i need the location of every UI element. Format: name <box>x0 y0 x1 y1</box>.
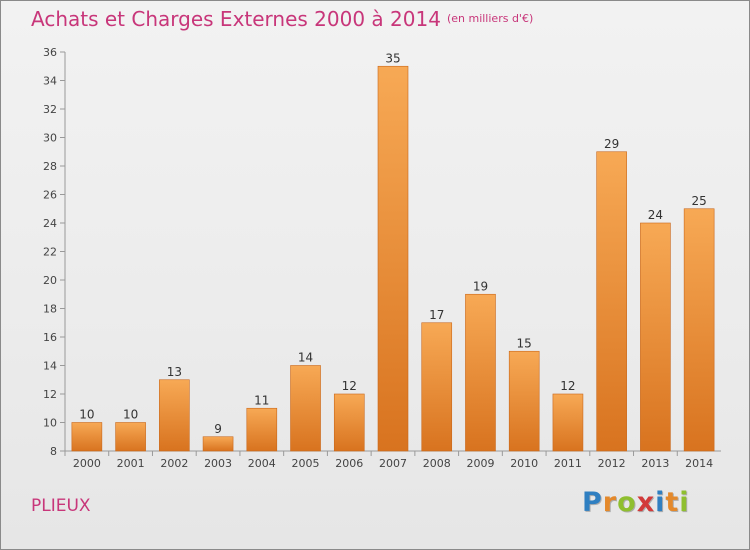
bar-2013[interactable] <box>640 222 671 452</box>
x-tick-label: 2004 <box>248 457 276 470</box>
data-labels: 10 10 13 9 11 14 12 35 17 19 15 12 29 24 25 <box>79 51 707 436</box>
data-label-2003: 9 <box>214 422 222 436</box>
y-tick-label: 28 <box>43 160 57 173</box>
chart-subtitle: (en milliers d'€) <box>446 12 534 25</box>
data-label-2001: 10 <box>123 408 138 422</box>
bar-2011[interactable] <box>552 393 584 452</box>
bar-2012[interactable] <box>596 151 627 452</box>
y-tick-label: 34 <box>43 75 57 88</box>
data-label-2007: 35 <box>385 51 400 65</box>
y-tick-label: 18 <box>43 303 57 316</box>
x-tick-label: 2008 <box>423 457 451 470</box>
brand-letter: o <box>617 487 637 518</box>
y-tick-label: 36 <box>43 46 57 59</box>
data-label-2000: 10 <box>79 408 94 422</box>
data-label-2005: 14 <box>298 351 313 365</box>
y-tick-label: 24 <box>43 217 57 230</box>
x-tick-label: 2011 <box>554 457 582 470</box>
bar-2007[interactable] <box>377 65 409 452</box>
bar-2005[interactable] <box>290 365 321 452</box>
bar-2009[interactable] <box>465 293 496 452</box>
chart-title-text: Achats et Charges Externes 2000 à 2014 <box>31 7 441 31</box>
brand-letter: i <box>679 487 690 518</box>
bar-2004[interactable] <box>246 407 278 452</box>
bars <box>71 65 715 452</box>
y-tick-label: 20 <box>43 274 57 287</box>
x-tick-label: 2002 <box>160 457 188 470</box>
y-tick-label: 8 <box>50 445 57 458</box>
data-label-2006: 12 <box>342 379 357 393</box>
y-tick-label: 10 <box>43 417 57 430</box>
bar-2002[interactable] <box>159 379 190 452</box>
bar-2010[interactable] <box>508 350 540 452</box>
y-tick-label: 32 <box>43 103 57 116</box>
x-tick-label: 2006 <box>335 457 363 470</box>
data-label-2008: 17 <box>429 308 444 322</box>
brand-letter: r <box>602 487 618 518</box>
bar-2000[interactable] <box>71 422 103 452</box>
x-tick-label: 2007 <box>379 457 407 470</box>
brand-letter: t <box>665 487 680 518</box>
bar-2003[interactable] <box>202 436 234 452</box>
commune-name: PLIEUX <box>31 496 91 516</box>
bar-2014[interactable] <box>683 208 715 452</box>
brand-letter: x <box>636 487 656 518</box>
x-tick-label: 2003 <box>204 457 232 470</box>
y-axis: 8 10 12 14 16 18 20 22 24 26 28 30 32 34 36 <box>43 46 66 458</box>
x-axis: 2000 2001 2002 2003 2004 2005 2006 2007 2008 2009… <box>64 450 721 470</box>
data-label-2009: 19 <box>473 279 488 293</box>
brand-logo[interactable]: Proxiti <box>582 487 690 518</box>
chart-title: Achats et Charges Externes 2000 à 2014 (e… <box>31 7 533 31</box>
bar-2001[interactable] <box>115 422 146 452</box>
bar-2006[interactable] <box>333 393 365 452</box>
brand-letter: i <box>655 487 666 518</box>
data-label-2010: 15 <box>517 336 532 350</box>
x-tick-label: 2009 <box>466 457 494 470</box>
data-label-2002: 13 <box>167 365 182 379</box>
y-tick-label: 16 <box>43 331 57 344</box>
y-tick-label: 30 <box>43 132 57 145</box>
data-label-2004: 11 <box>254 393 269 407</box>
x-tick-label: 2000 <box>73 457 101 470</box>
x-tick-label: 2013 <box>641 457 669 470</box>
x-tick-label: 2010 <box>510 457 538 470</box>
brand-letter: P <box>582 487 603 518</box>
data-label-2013: 24 <box>648 208 663 222</box>
x-tick-label: 2005 <box>292 457 320 470</box>
y-tick-label: 22 <box>43 246 57 259</box>
bar-2008[interactable] <box>421 322 453 452</box>
x-tick-label: 2012 <box>598 457 626 470</box>
data-label-2012: 29 <box>604 137 619 151</box>
x-tick-label: 2001 <box>117 457 145 470</box>
data-label-2014: 25 <box>691 194 706 208</box>
x-tick-label: 2014 <box>685 457 713 470</box>
y-tick-label: 12 <box>43 388 57 401</box>
data-label-2011: 12 <box>560 379 575 393</box>
y-tick-label: 14 <box>43 360 57 373</box>
y-tick-label: 26 <box>43 189 57 202</box>
